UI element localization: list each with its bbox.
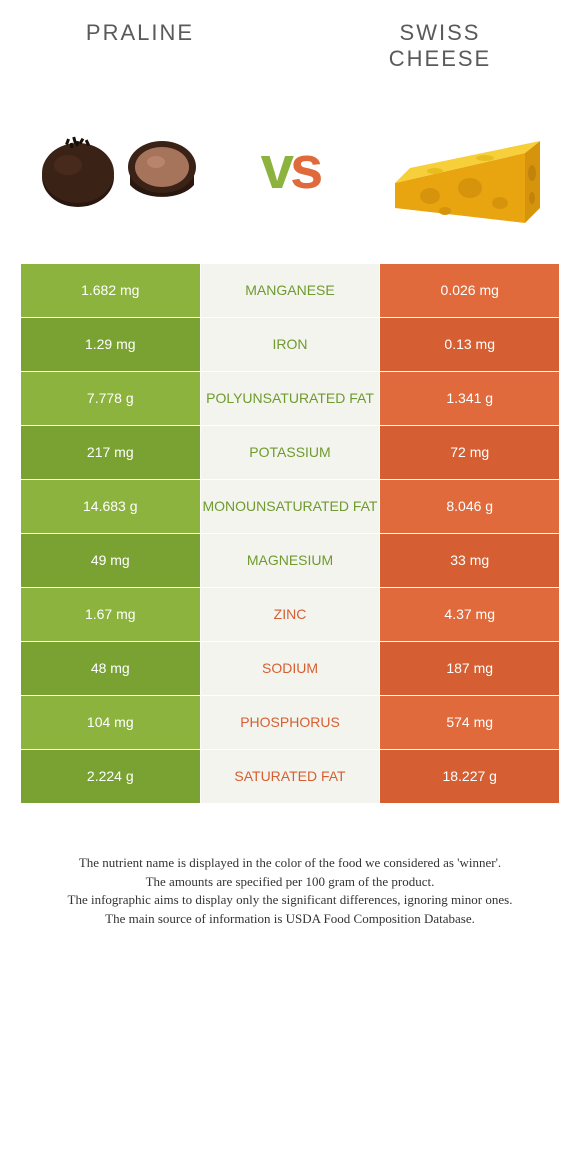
food-title-left: PRALINE <box>40 20 240 73</box>
value-right: 574 mg <box>380 695 560 749</box>
nutrient-name: PHOSPHORUS <box>200 695 380 749</box>
table-row: 217 mgPOTASSIUM72 mg <box>21 425 560 479</box>
nutrient-name: MAGNESIUM <box>200 533 380 587</box>
value-right: 8.046 g <box>380 479 560 533</box>
value-right: 72 mg <box>380 425 560 479</box>
value-right: 187 mg <box>380 641 560 695</box>
value-right: 1.341 g <box>380 371 560 425</box>
vs-label: vs <box>261 133 320 202</box>
value-left: 49 mg <box>21 533 201 587</box>
footnotes: The nutrient name is displayed in the co… <box>0 804 580 969</box>
table-row: 1.29 mgIRON0.13 mg <box>21 317 560 371</box>
praline-image <box>30 93 210 243</box>
value-left: 1.682 mg <box>21 263 201 317</box>
infographic-container: PRALINE SWISSCHEESE <box>0 0 580 969</box>
table-row: 104 mgPHOSPHORUS574 mg <box>21 695 560 749</box>
value-left: 1.67 mg <box>21 587 201 641</box>
table-row: 14.683 gMONOUNSATURATED FAT8.046 g <box>21 479 560 533</box>
food-title-right: SWISSCHEESE <box>340 20 540 73</box>
nutrient-name: IRON <box>200 317 380 371</box>
value-left: 7.778 g <box>21 371 201 425</box>
nutrient-name: POTASSIUM <box>200 425 380 479</box>
nutrient-name: POLYUNSATURATED FAT <box>200 371 380 425</box>
footnote-line: The amounts are specified per 100 gram o… <box>30 873 550 892</box>
value-right: 0.13 mg <box>380 317 560 371</box>
value-right: 4.37 mg <box>380 587 560 641</box>
images-row: vs <box>0 83 580 263</box>
value-left: 1.29 mg <box>21 317 201 371</box>
footnote-line: The main source of information is USDA F… <box>30 910 550 929</box>
nutrient-name: MANGANESE <box>200 263 380 317</box>
vs-s: s <box>290 134 319 201</box>
value-right: 33 mg <box>380 533 560 587</box>
table-row: 1.67 mgZINC4.37 mg <box>21 587 560 641</box>
cheese-image <box>370 93 550 243</box>
value-right: 0.026 mg <box>380 263 560 317</box>
vs-v: v <box>261 134 290 201</box>
nutrient-name: MONOUNSATURATED FAT <box>200 479 380 533</box>
table-row: 7.778 gPOLYUNSATURATED FAT1.341 g <box>21 371 560 425</box>
value-left: 14.683 g <box>21 479 201 533</box>
table-row: 48 mgSODIUM187 mg <box>21 641 560 695</box>
nutrient-name: ZINC <box>200 587 380 641</box>
table-row: 1.682 mgMANGANESE0.026 mg <box>21 263 560 317</box>
footnote-line: The infographic aims to display only the… <box>30 891 550 910</box>
value-left: 104 mg <box>21 695 201 749</box>
table-row: 49 mgMAGNESIUM33 mg <box>21 533 560 587</box>
footnote-line: The nutrient name is displayed in the co… <box>30 854 550 873</box>
comparison-table: 1.682 mgMANGANESE0.026 mg1.29 mgIRON0.13… <box>20 263 560 804</box>
value-left: 48 mg <box>21 641 201 695</box>
value-left: 217 mg <box>21 425 201 479</box>
value-right: 18.227 g <box>380 749 560 803</box>
nutrient-name: SODIUM <box>200 641 380 695</box>
table-row: 2.224 gSATURATED FAT18.227 g <box>21 749 560 803</box>
nutrient-name: SATURATED FAT <box>200 749 380 803</box>
value-left: 2.224 g <box>21 749 201 803</box>
titles-row: PRALINE SWISSCHEESE <box>0 0 580 83</box>
comparison-tbody: 1.682 mgMANGANESE0.026 mg1.29 mgIRON0.13… <box>21 263 560 803</box>
